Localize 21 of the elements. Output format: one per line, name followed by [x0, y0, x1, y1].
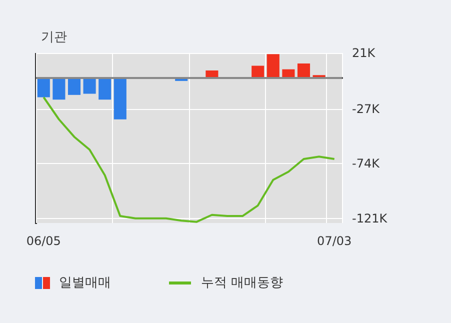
x-tick-label: 06/05	[26, 234, 61, 248]
bar	[37, 77, 50, 98]
legend-label: 누적 매매동향	[201, 276, 284, 290]
line-series	[42, 96, 336, 223]
bar	[114, 77, 126, 120]
y-tick-label: -27K	[352, 102, 381, 116]
bar	[282, 69, 295, 78]
bar	[297, 63, 310, 78]
legend-label: 일별매매	[59, 276, 111, 290]
bar	[83, 77, 96, 94]
bar	[206, 70, 218, 78]
bar	[98, 77, 112, 100]
x-tick-label: 07/03	[317, 234, 352, 248]
bar	[252, 66, 264, 78]
bar	[52, 77, 66, 100]
chart-title: 기관	[41, 30, 67, 45]
y-tick-label: -121K	[352, 211, 388, 226]
bar	[68, 77, 81, 95]
y-tick-label: 21K	[352, 46, 376, 60]
bar	[266, 54, 280, 78]
y-tick-label: -74K	[352, 156, 381, 171]
